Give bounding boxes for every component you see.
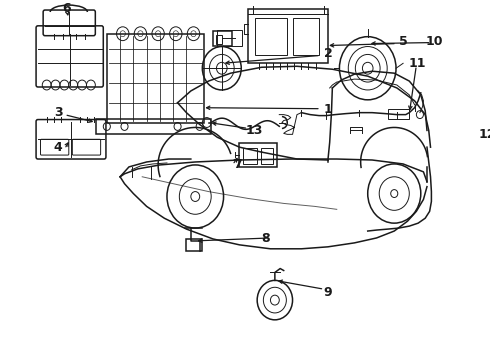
Bar [261,148,273,164]
Text: 8: 8 [262,233,270,246]
Bar [240,143,277,167]
Text: 12: 12 [478,128,490,141]
Bar [243,148,257,164]
Bar [216,35,222,44]
Text: 4: 4 [54,141,63,154]
Bar [186,239,202,251]
Bar [255,18,287,55]
Text: 1: 1 [323,103,332,116]
Text: 3: 3 [54,106,63,119]
Text: 6: 6 [63,1,72,14]
Text: 5: 5 [399,35,408,48]
Text: 11: 11 [409,57,426,70]
Text: 13: 13 [246,124,263,137]
Bar [218,30,242,46]
Bar [388,109,409,118]
Text: 2: 2 [323,47,332,60]
Text: 9: 9 [323,286,332,299]
Text: 10: 10 [425,35,443,48]
Bar [213,31,232,46]
Text: 7: 7 [233,158,242,171]
Bar [293,18,319,55]
Bar [248,9,328,63]
Bar [107,34,204,122]
Bar [96,118,211,134]
